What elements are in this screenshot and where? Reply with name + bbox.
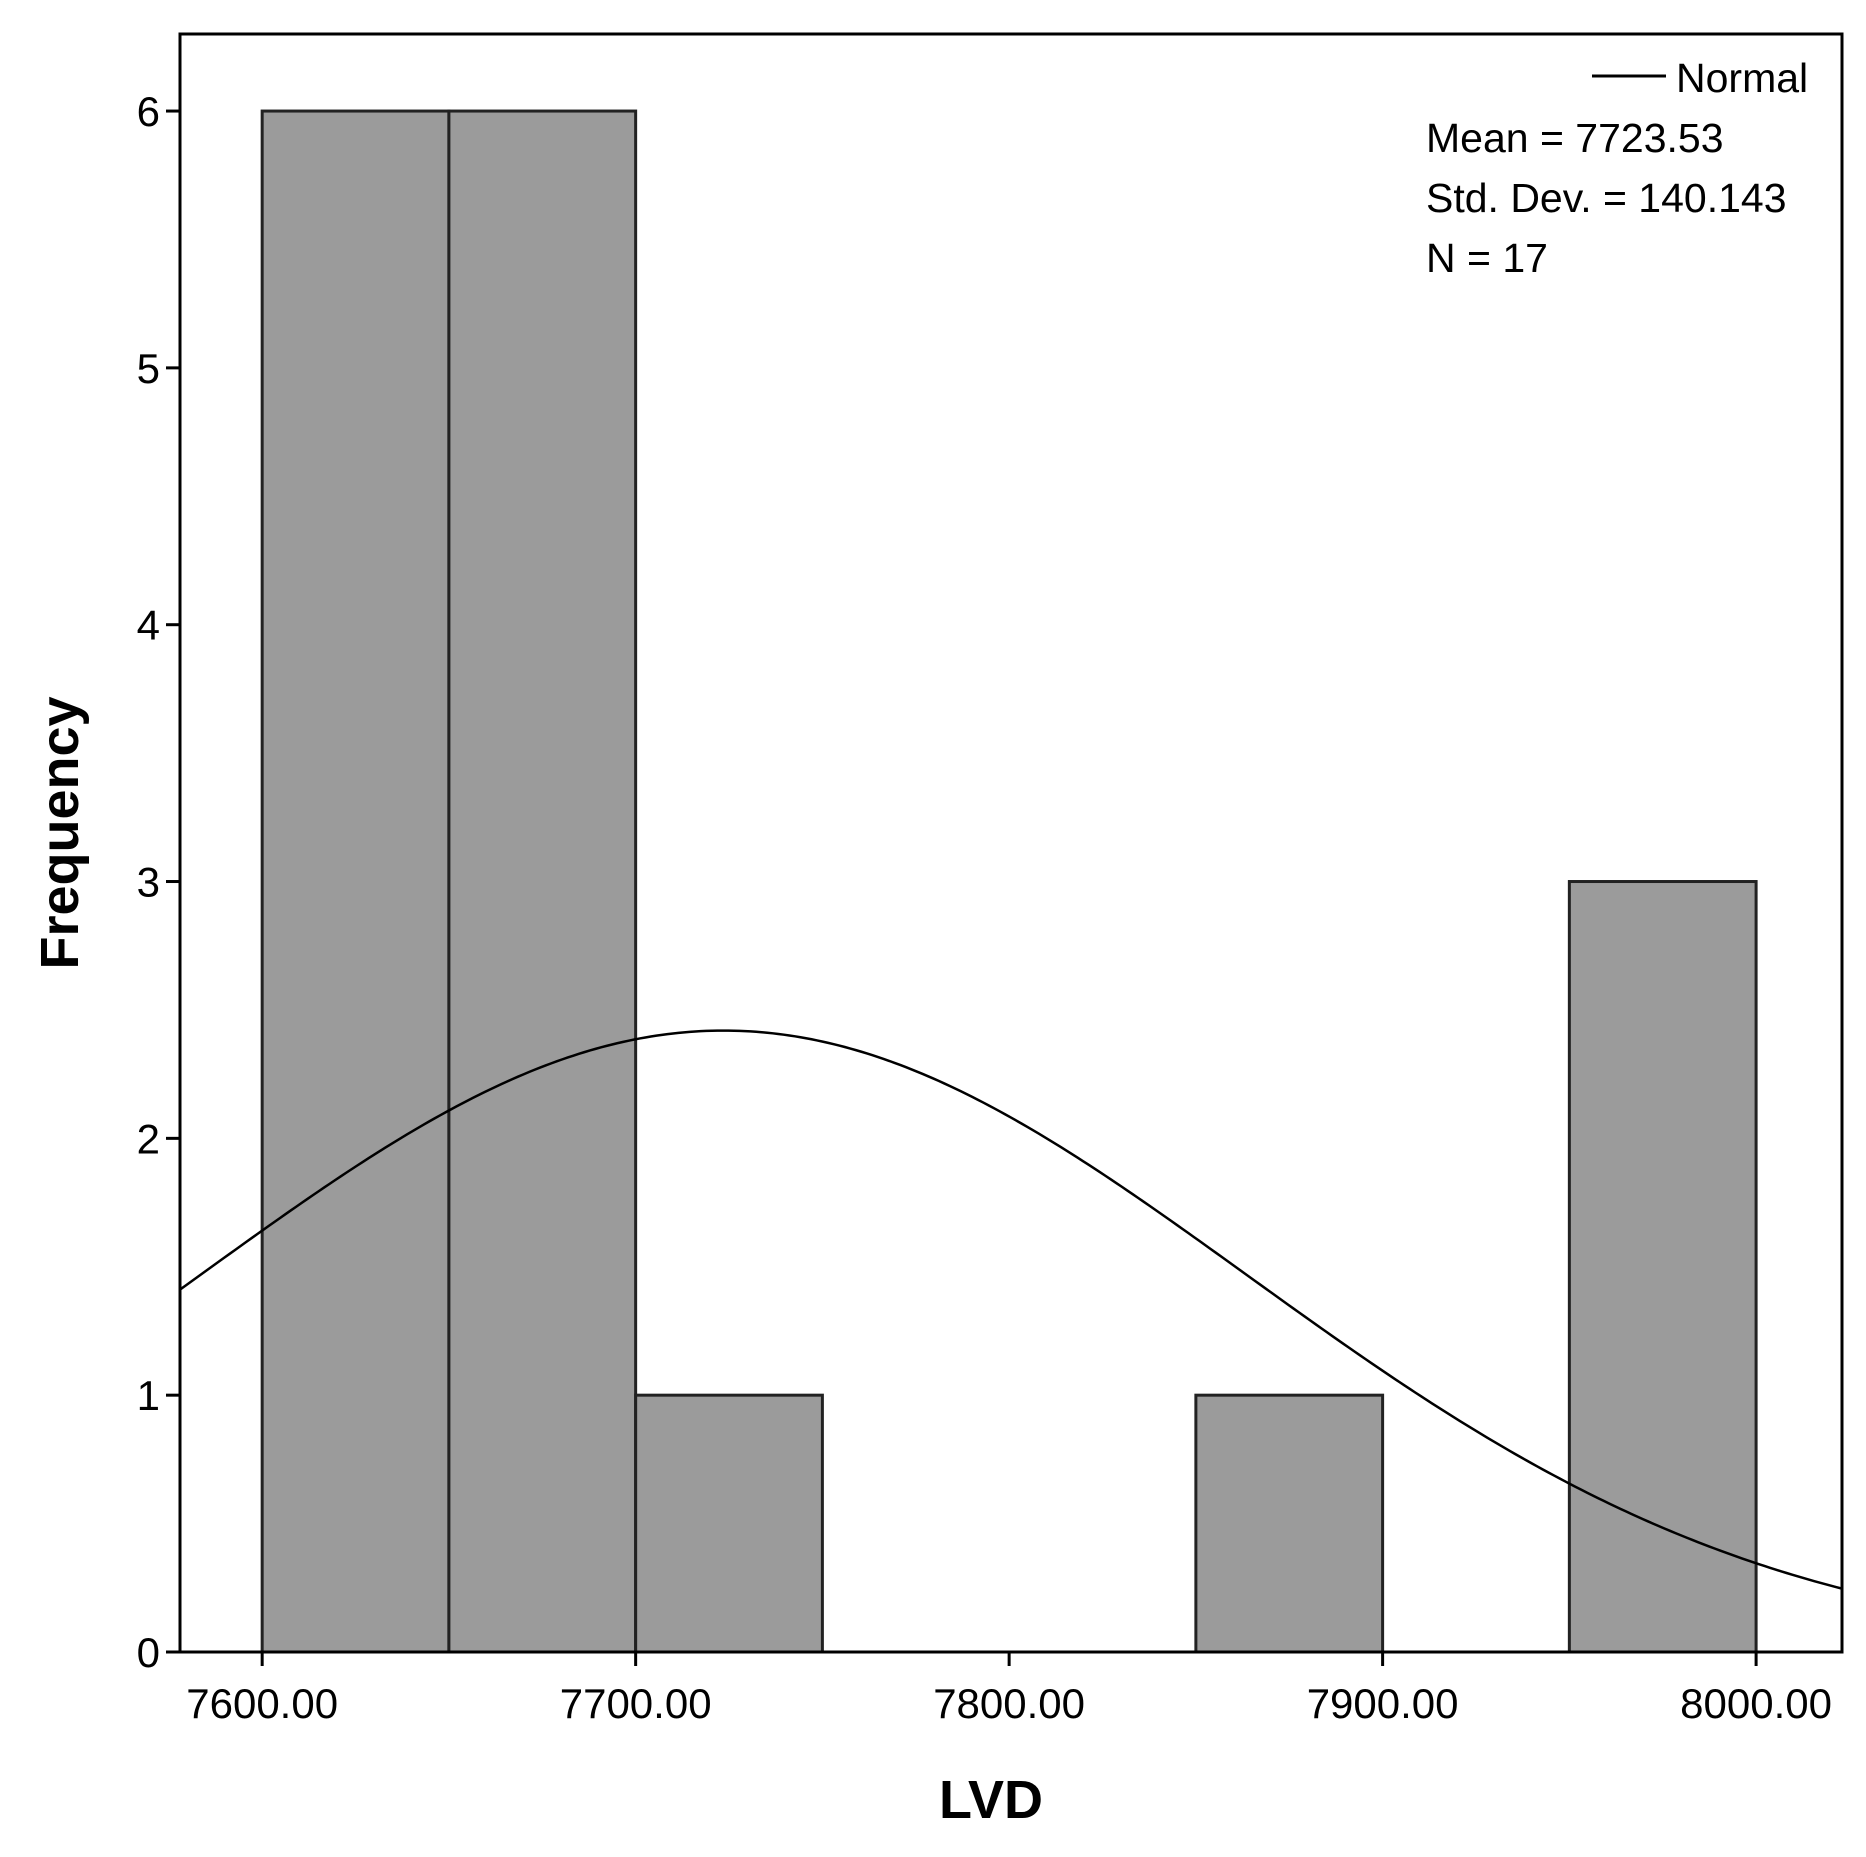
legend-stat-n: N = 17 [1426, 235, 1548, 281]
x-axis-ticks: 7600.00 7700.00 7800.00 7900.00 8000.00 [186, 1652, 1832, 1727]
plot-frame [178, 32, 1844, 1654]
x-tick-label-3: 7900.00 [1307, 1680, 1459, 1727]
y-axis-ticks: 0 1 2 3 4 5 6 [137, 88, 180, 1676]
normal-curve-line [179, 1029, 1843, 1590]
x-tick-label-1: 7700.00 [560, 1680, 712, 1727]
legend: Normal Mean = 7723.53 Std. Dev. = 140.14… [1426, 55, 1808, 281]
y-tick-label-5: 5 [137, 345, 160, 392]
histogram-bar-0 [260, 109, 451, 1654]
y-tick-label-3: 3 [137, 859, 160, 906]
bars-group [260, 109, 1758, 1654]
histogram-bar-1 [447, 109, 638, 1654]
legend-label-normal: Normal [1676, 55, 1808, 101]
x-tick-label-2: 7800.00 [933, 1680, 1085, 1727]
histogram-bar-5 [1194, 1393, 1385, 1654]
legend-stat-std-dev: Std. Dev. = 140.143 [1426, 175, 1787, 221]
histogram-bar-2 [634, 1393, 824, 1654]
y-tick-label-0: 0 [137, 1629, 160, 1676]
legend-stat-mean: Mean = 7723.53 [1426, 115, 1724, 161]
x-tick-label-4: 8000.00 [1680, 1680, 1832, 1727]
y-tick-label-2: 2 [137, 1115, 160, 1162]
x-axis-title: LVD [939, 1770, 1043, 1830]
x-tick-label-0: 7600.00 [186, 1680, 338, 1727]
y-axis-title: Frequency [30, 696, 90, 969]
y-tick-label-6: 6 [137, 88, 160, 135]
histogram-bar-7 [1567, 880, 1758, 1654]
y-tick-label-1: 1 [137, 1372, 160, 1419]
y-tick-label-4: 4 [137, 602, 160, 649]
